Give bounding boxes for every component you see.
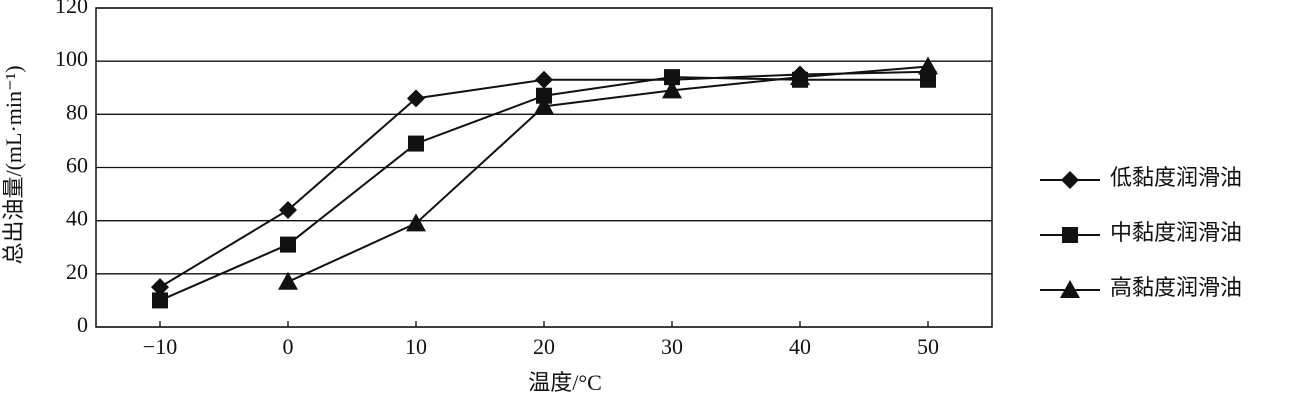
data-point	[662, 80, 682, 99]
legend-label: 中黏度润滑油	[1110, 220, 1242, 245]
data-point	[406, 213, 426, 232]
x-axis-label: 温度/°C	[528, 370, 602, 395]
x-tick-label: 0	[283, 334, 294, 359]
x-tick-label: 30	[661, 334, 683, 359]
legend-label: 低黏度润滑油	[1110, 165, 1242, 190]
legend-marker	[1062, 227, 1078, 243]
y-tick-label: 80	[66, 99, 88, 124]
data-point	[279, 201, 297, 220]
x-tick-label: −10	[143, 334, 177, 359]
x-tick-label: 40	[789, 334, 811, 359]
data-point	[790, 67, 810, 86]
y-tick-label: 120	[55, 0, 88, 18]
y-tick-label: 60	[66, 153, 88, 178]
legend-marker	[1060, 280, 1080, 298]
data-point	[536, 87, 552, 104]
legend-marker	[1061, 171, 1079, 189]
data-point	[664, 69, 680, 86]
y-tick-label: 0	[77, 312, 88, 337]
y-axis-label: 总出油量/(mL·min⁻¹)	[1, 65, 26, 264]
data-point	[407, 89, 425, 108]
data-point	[535, 70, 553, 89]
data-point	[920, 71, 936, 88]
y-tick-label: 100	[55, 46, 88, 71]
data-point	[152, 292, 168, 309]
y-tick-label: 20	[66, 259, 88, 284]
data-point	[408, 135, 424, 152]
data-point	[278, 271, 298, 290]
data-point	[918, 56, 938, 75]
legend-label: 高黏度润滑油	[1110, 275, 1242, 300]
y-tick-label: 40	[66, 206, 88, 231]
series-line	[287, 65, 929, 283]
plot-frame	[95, 7, 993, 328]
x-tick-label: 20	[533, 334, 555, 359]
data-point	[534, 96, 554, 115]
x-tick-label: 50	[917, 334, 939, 359]
data-point	[280, 236, 296, 253]
x-tick-label: 10	[405, 334, 427, 359]
data-point	[151, 278, 169, 297]
